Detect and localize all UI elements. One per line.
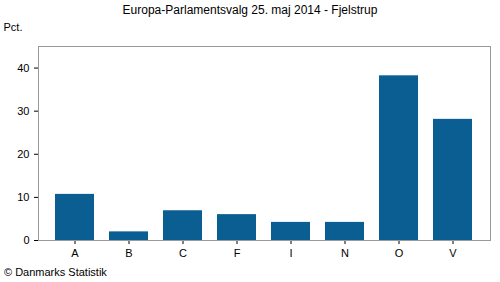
svg-text:I: I — [289, 247, 292, 259]
svg-text:F: F — [234, 247, 241, 259]
svg-text:O: O — [395, 247, 404, 259]
svg-text:0: 0 — [23, 234, 29, 246]
svg-text:C: C — [179, 247, 187, 259]
svg-text:A: A — [71, 247, 79, 259]
svg-text:Pct.: Pct. — [4, 21, 23, 33]
svg-text:N: N — [341, 247, 349, 259]
svg-text:B: B — [125, 247, 132, 259]
svg-text:10: 10 — [17, 191, 29, 203]
html-text:Europa-Parlamentsvalg 25. maj: Europa-Parlamentsvalg 25. maj 2014 - Fje… — [122, 3, 378, 17]
svg-text:V: V — [449, 247, 457, 259]
svg-text:20: 20 — [17, 148, 29, 160]
html-text:© Danmarks Statistik: © Danmarks Statistik — [4, 266, 107, 278]
svg-text:40: 40 — [17, 62, 29, 74]
svg-text:30: 30 — [17, 105, 29, 117]
